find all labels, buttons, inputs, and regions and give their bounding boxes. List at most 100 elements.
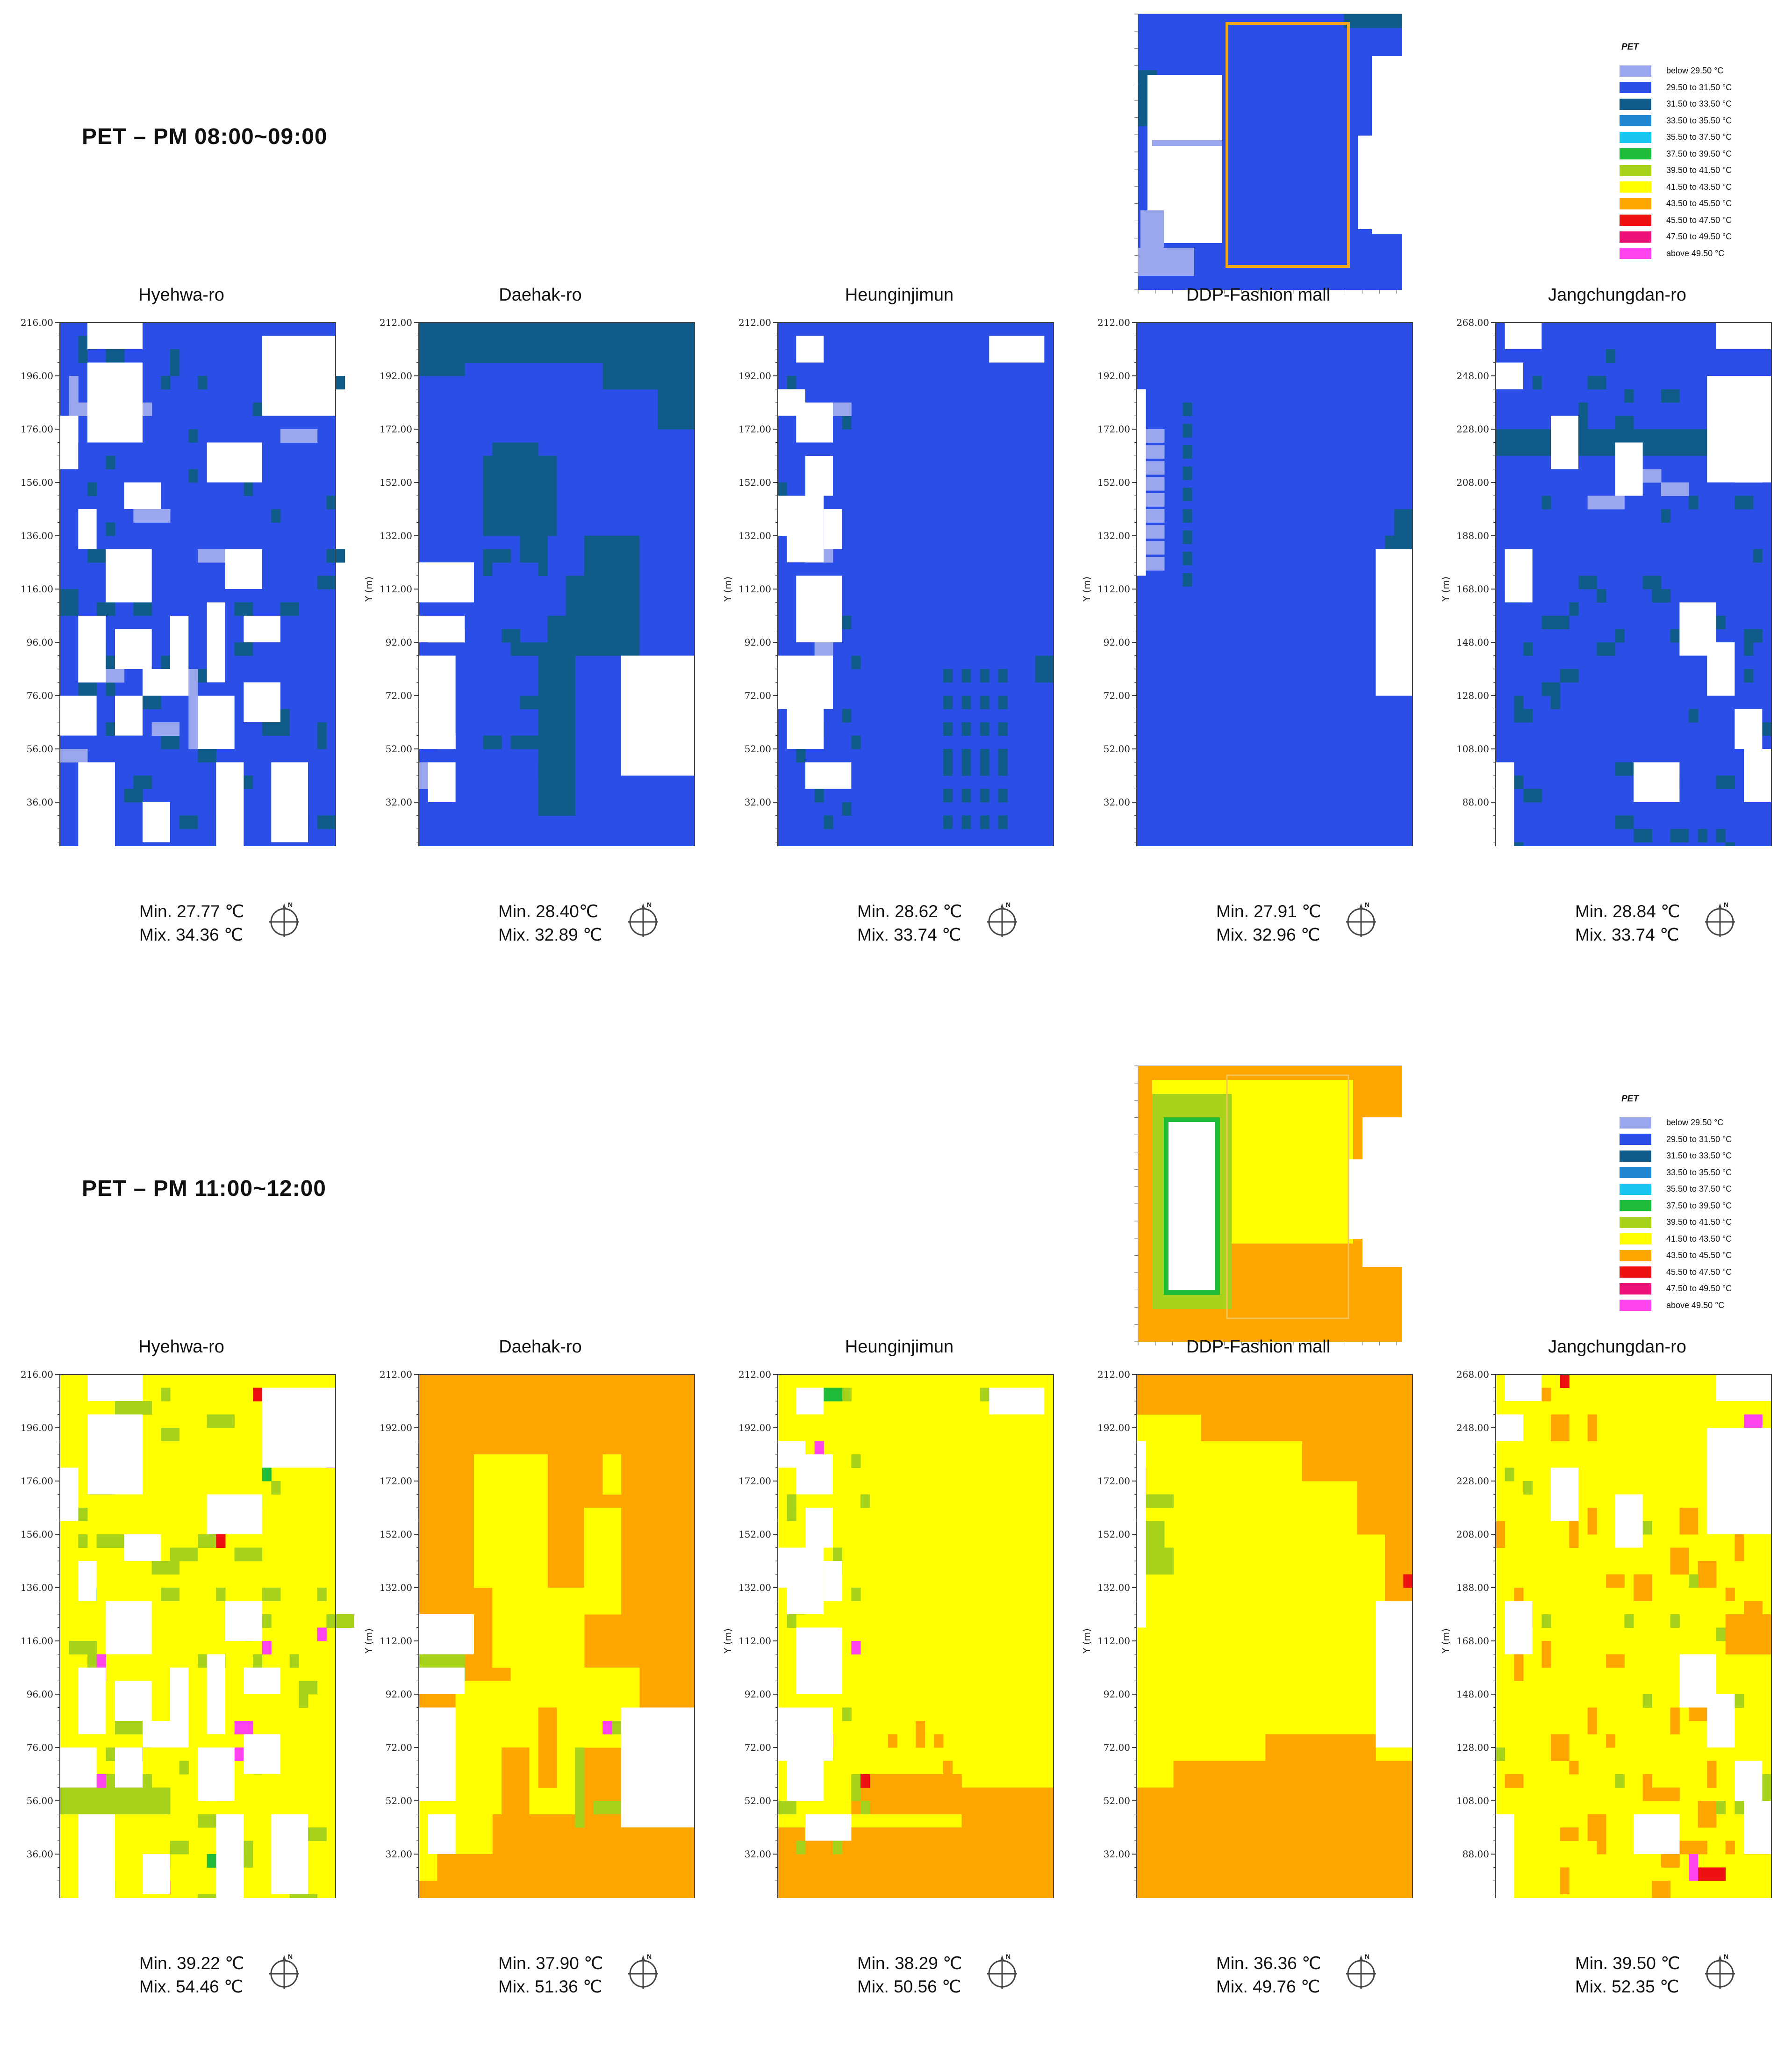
heatmap-cell (1265, 1734, 1376, 1775)
heatmap-cell (161, 376, 171, 389)
heatmap-cell (317, 1588, 327, 1601)
heatmap-cell (170, 1547, 198, 1561)
legend-entry: 47.50 to 49.50 °C (1620, 229, 1732, 245)
heatmap-cell (934, 1734, 944, 1748)
heatmap-cell (1560, 1867, 1570, 1894)
heatmap-cell (998, 789, 1008, 803)
y-tick-label: 32.00 (1104, 1848, 1130, 1860)
legend-label: 45.50 to 47.50 °C (1666, 215, 1732, 225)
heatmap-cell (234, 1747, 244, 1761)
svg-text:N: N (647, 1953, 652, 1960)
heatmap-cell (538, 562, 548, 576)
building-block (106, 549, 152, 603)
y-tick-label: 192.00 (380, 1422, 412, 1433)
heatmap-cell (1606, 349, 1616, 363)
legend-label: 39.50 to 41.50 °C (1666, 165, 1732, 175)
y-tick-label: 72.00 (386, 690, 412, 701)
legend-swatch (1620, 1183, 1651, 1195)
y-tick-label: 72.00 (386, 1742, 412, 1753)
y-tick-label: 152.00 (738, 1529, 771, 1540)
heatmap-cell (1541, 616, 1551, 629)
heatmap-cell (1634, 829, 1652, 842)
y-tick-label: 168.00 (1456, 1635, 1489, 1647)
heatmap-cell (842, 709, 852, 723)
legend-swatch (1620, 1300, 1651, 1311)
building-block (787, 709, 824, 749)
heatmap-cell (1652, 589, 1671, 603)
heatmap-cell (833, 1547, 843, 1561)
heatmap-cell (198, 1534, 216, 1548)
heatmap-cell (1725, 1614, 1772, 1654)
heatmap-cell (60, 589, 79, 603)
heatmap-cell (87, 549, 106, 563)
building-block (1496, 762, 1514, 846)
legend-entry: 43.50 to 45.50 °C (1620, 195, 1732, 212)
legend-swatch (1620, 1150, 1651, 1162)
y-tick-label: 152.00 (738, 477, 771, 488)
heatmap-cell (133, 776, 152, 789)
y-tick-label: 156.00 (21, 1529, 53, 1540)
legend-swatch (1620, 1200, 1651, 1212)
y-tick-label: 92.00 (386, 1689, 412, 1700)
heatmap-cell (778, 1801, 788, 1814)
overview-map (1112, 9, 1402, 309)
heatmap-cell (1679, 1508, 1699, 1535)
heatmap-cell (1642, 1521, 1652, 1535)
building-block (1505, 323, 1542, 349)
heatmap-cell (842, 616, 852, 629)
building-block (244, 616, 280, 642)
heatmap-cell (1541, 1641, 1551, 1668)
svg-text:N: N (1006, 901, 1011, 908)
panel-title: Heunginjimun (845, 285, 954, 305)
overview-map (1112, 1061, 1402, 1360)
heatmap-cell (943, 669, 953, 683)
heatmap-cell (161, 1588, 180, 1601)
heatmap-cell (1753, 549, 1763, 563)
heatmap-cell (961, 722, 971, 736)
heatmap-cell (1146, 557, 1165, 571)
legend-label: 47.50 to 49.50 °C (1666, 1284, 1732, 1294)
heatmap-cell (198, 1894, 216, 1898)
heatmap-cell (78, 1534, 88, 1548)
y-tick-label: 108.00 (1456, 1795, 1489, 1806)
building-block (419, 655, 456, 749)
y-tick-label: 248.00 (1456, 370, 1489, 381)
heatmap-cell (1597, 1827, 1606, 1855)
building-block (78, 762, 115, 846)
heatmap-cell (851, 1787, 861, 1801)
legend-entry: 33.50 to 35.50 °C (1620, 113, 1732, 129)
y-tick-label: 248.00 (1456, 1422, 1489, 1433)
heatmap-cell (1523, 1481, 1533, 1495)
building-block (1137, 1441, 1146, 1628)
building-block (115, 629, 152, 669)
heatmap-cell (262, 1641, 272, 1654)
panel-title: Hyehwa-ro (138, 285, 224, 305)
heatmap-cell (253, 1654, 263, 1668)
heatmap-cell (60, 602, 79, 616)
heatmap-cell (143, 696, 161, 709)
building-block (198, 1747, 235, 1801)
legend-swatch (1620, 231, 1651, 243)
heatmap-cell (814, 789, 824, 803)
heatmap-cell (787, 1508, 796, 1521)
temperature-stats: Min. 39.50 ℃ Mix. 52.35 ℃ (1575, 1952, 1680, 1999)
heatmap-cell (547, 642, 566, 656)
heatmap-cell (1505, 1467, 1514, 1481)
legend-swatch (1620, 1250, 1651, 1261)
panel-title: Heunginjimun (845, 1337, 954, 1357)
legend-entry: 39.50 to 41.50 °C (1620, 1214, 1732, 1231)
y-tick-label: 72.00 (745, 1742, 771, 1753)
min-temperature: Min. 37.90 ℃ (498, 1954, 603, 1973)
building-block (805, 1508, 833, 1548)
heatmap-cell (317, 815, 336, 829)
heatmap-cell (778, 482, 788, 496)
y-tick-label: 132.00 (1097, 530, 1130, 541)
heatmap-panel: Daehak-ro 212.00 192.00 172.00 152.00 132.00 1… (363, 285, 718, 963)
building-block (989, 1388, 1045, 1415)
temperature-stats: Min. 28.40℃ Mix. 32.89 ℃ (498, 900, 602, 947)
heatmap-cell (1698, 1561, 1717, 1588)
heatmap-cell (787, 1494, 796, 1508)
building-block (796, 1627, 842, 1694)
building-block (989, 336, 1045, 363)
heatmap-cell (96, 1534, 125, 1548)
